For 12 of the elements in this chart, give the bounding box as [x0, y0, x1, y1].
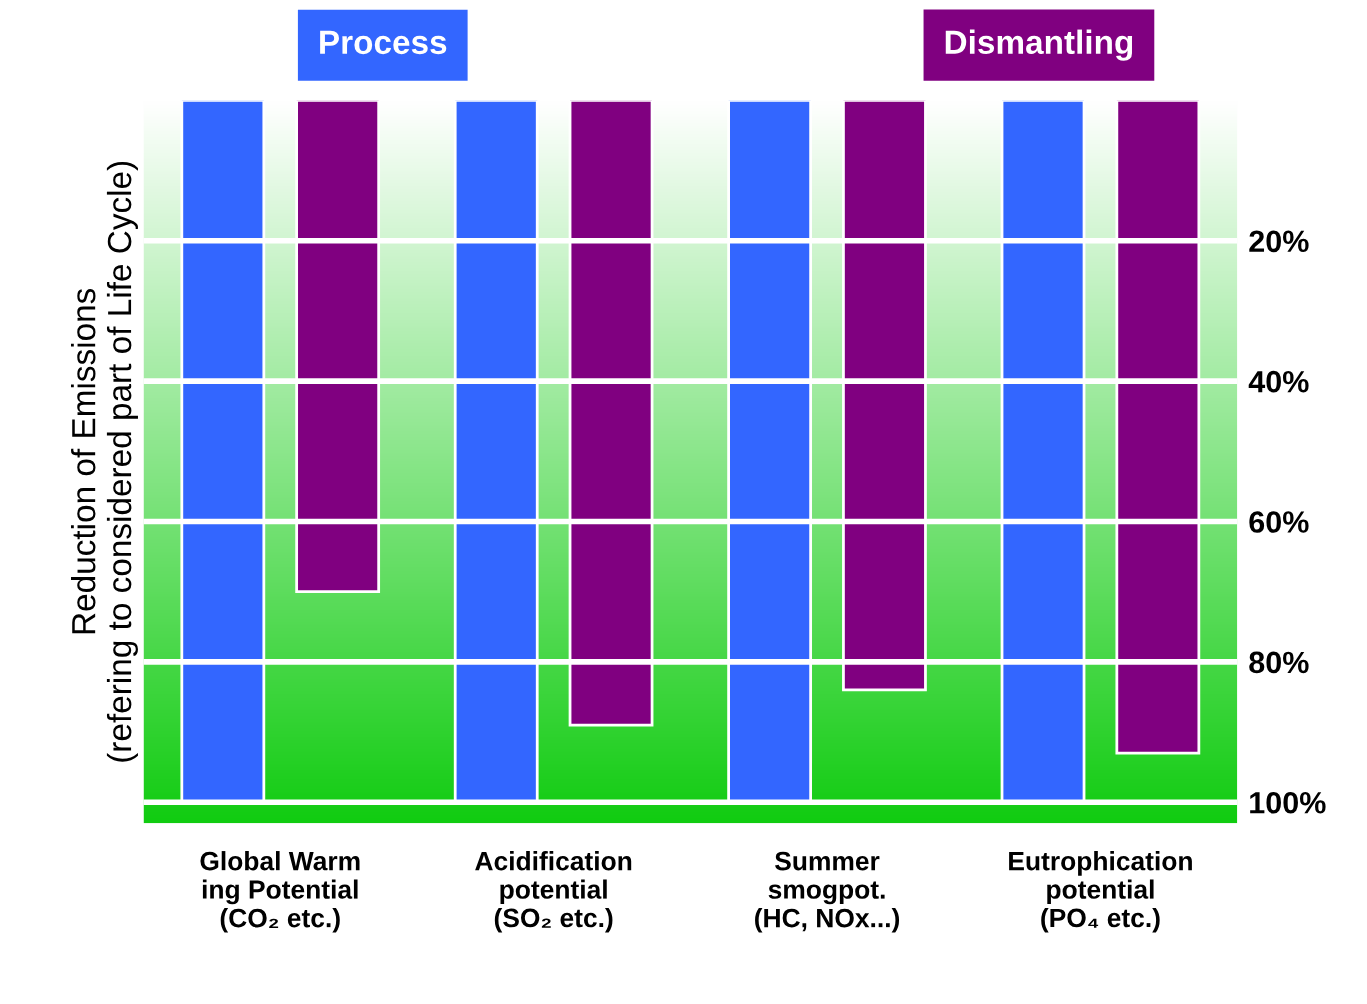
y-tick-label: 20% [1249, 230, 1309, 253]
x-tick-label: Summer smogpot. (HC, NOx...) [755, 851, 900, 933]
x-tick-label: Acidification potential (SO₂ etc.) [475, 851, 632, 933]
y-tick-label: 100% [1250, 791, 1326, 814]
series-label: Dismantling [945, 29, 1133, 61]
y-tick-label: 60% [1249, 511, 1309, 533]
x-tick-label: Global Warm ing Potential (CO₂ etc.) [200, 851, 360, 933]
y-axis-title: Reduction of Emissions (refering to considered part of Life Cycle) [71, 161, 138, 762]
series-label: Process [320, 30, 447, 55]
x-tick-label: Eutrophication potential (PO₄ etc.) [1009, 851, 1192, 933]
y-tick-label: 40% [1248, 370, 1309, 393]
y-tick-label: 80% [1249, 651, 1309, 674]
